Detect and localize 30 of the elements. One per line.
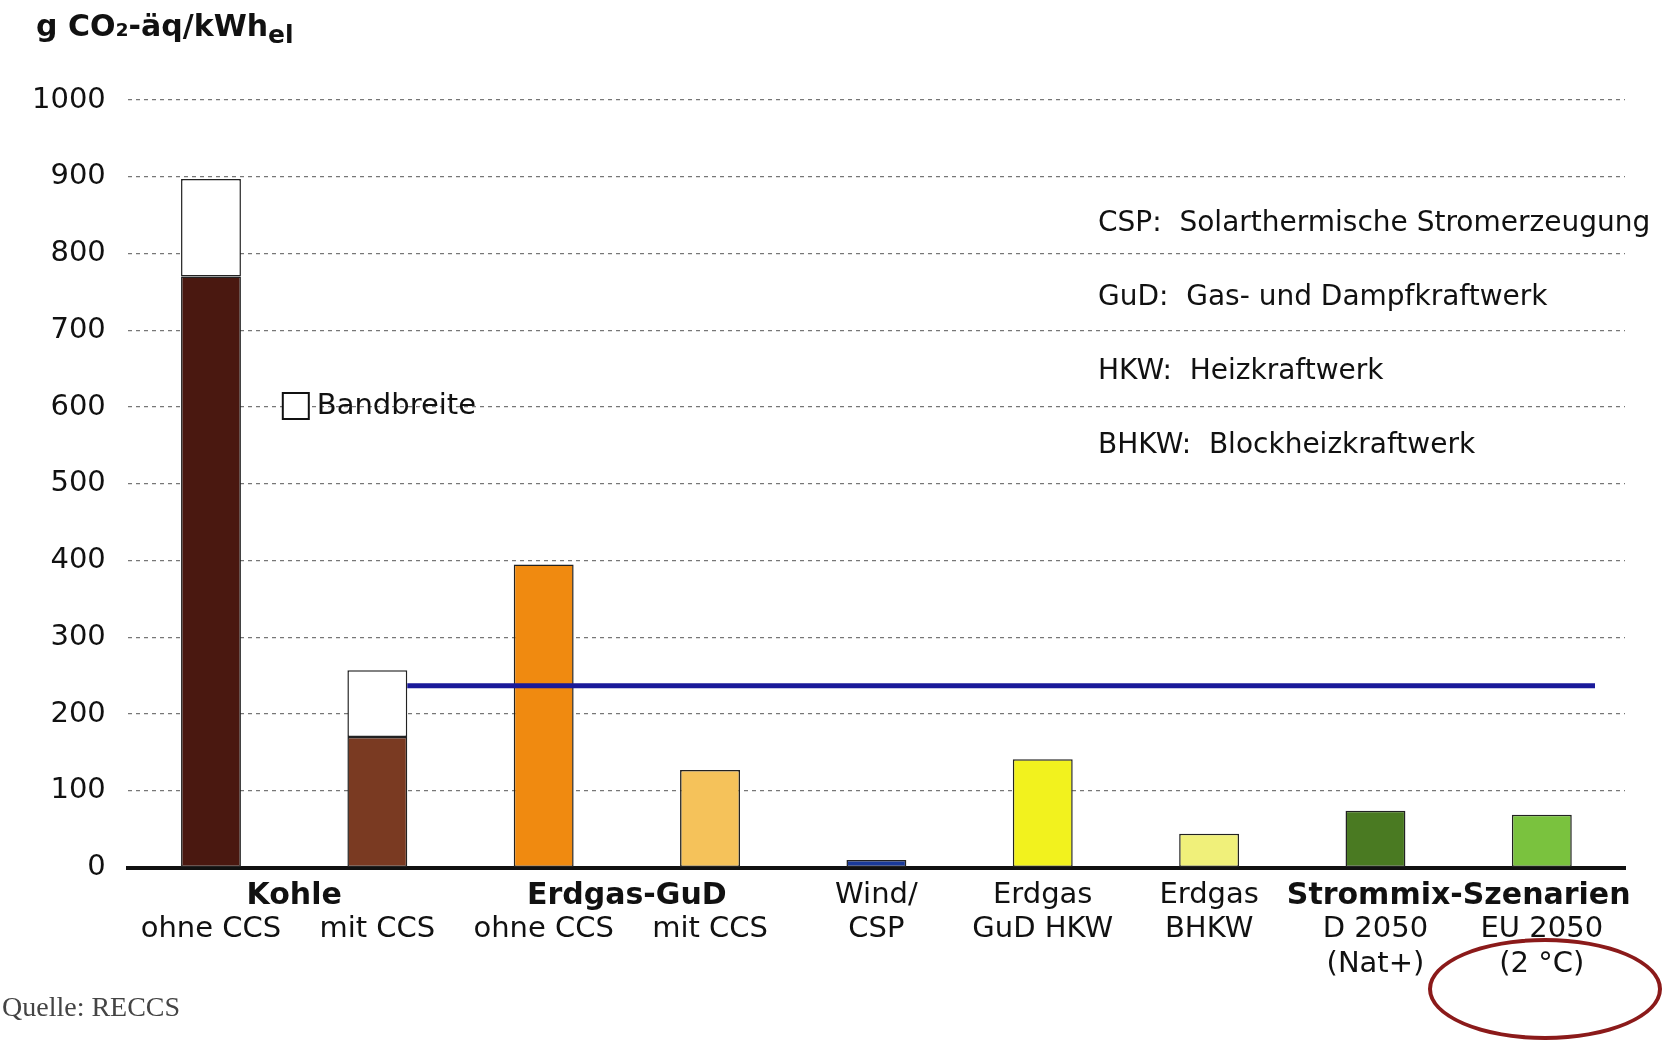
x-tick-label: Erdgas BHKW (1159, 875, 1259, 945)
legend-label: Bandbreite (316, 386, 477, 421)
x-tick-label: D 2050 (Nat+) (1322, 910, 1429, 980)
y-tick-label: 300 (50, 617, 106, 652)
x-tick-label: mit CCS (319, 910, 436, 945)
text: Erdgas-GuD (527, 876, 727, 912)
y-tick-label: 700 (50, 310, 106, 345)
y-tick-label: 400 (50, 541, 106, 576)
text: Strommix-Szenarien (1286, 876, 1631, 912)
x-tick-label: ohne CCS (140, 910, 282, 945)
y-tick-label: 200 (50, 694, 106, 729)
y-tick-label: 1000 (31, 80, 106, 115)
x-tick-label: EU 2050 (2 °C) (1480, 910, 1604, 980)
annotation: GuD: Gas- und Dampfkraftwerk (1098, 279, 1549, 313)
x-tick-label: mit CCS (652, 910, 768, 945)
y-tick-label: 800 (50, 234, 106, 269)
y-tick-label: 900 (50, 157, 106, 192)
annotation: CSP: Solarthermische Stromerzeugung (1098, 205, 1651, 239)
y-tick-label: 0 (87, 848, 106, 883)
y-axis-title: g CO₂-äq/kWh$_{el}$ (36, 8, 294, 49)
x-tick-label: ohne CCS (473, 910, 614, 945)
annotation: BHKW: Blockheizkraftwerk (1098, 427, 1476, 461)
annotation: HKW: Heizkraftwerk (1098, 353, 1385, 387)
text: Kohle (246, 876, 342, 912)
y-tick-label: 100 (50, 771, 106, 806)
x-tick-label: Erdgas GuD HKW (972, 875, 1114, 945)
y-tick-label: 500 (50, 464, 106, 499)
source-note: Quelle: RECCS (2, 991, 181, 1023)
y-tick-label: 600 (50, 387, 106, 422)
x-tick-label: Wind/ CSP (835, 875, 918, 945)
